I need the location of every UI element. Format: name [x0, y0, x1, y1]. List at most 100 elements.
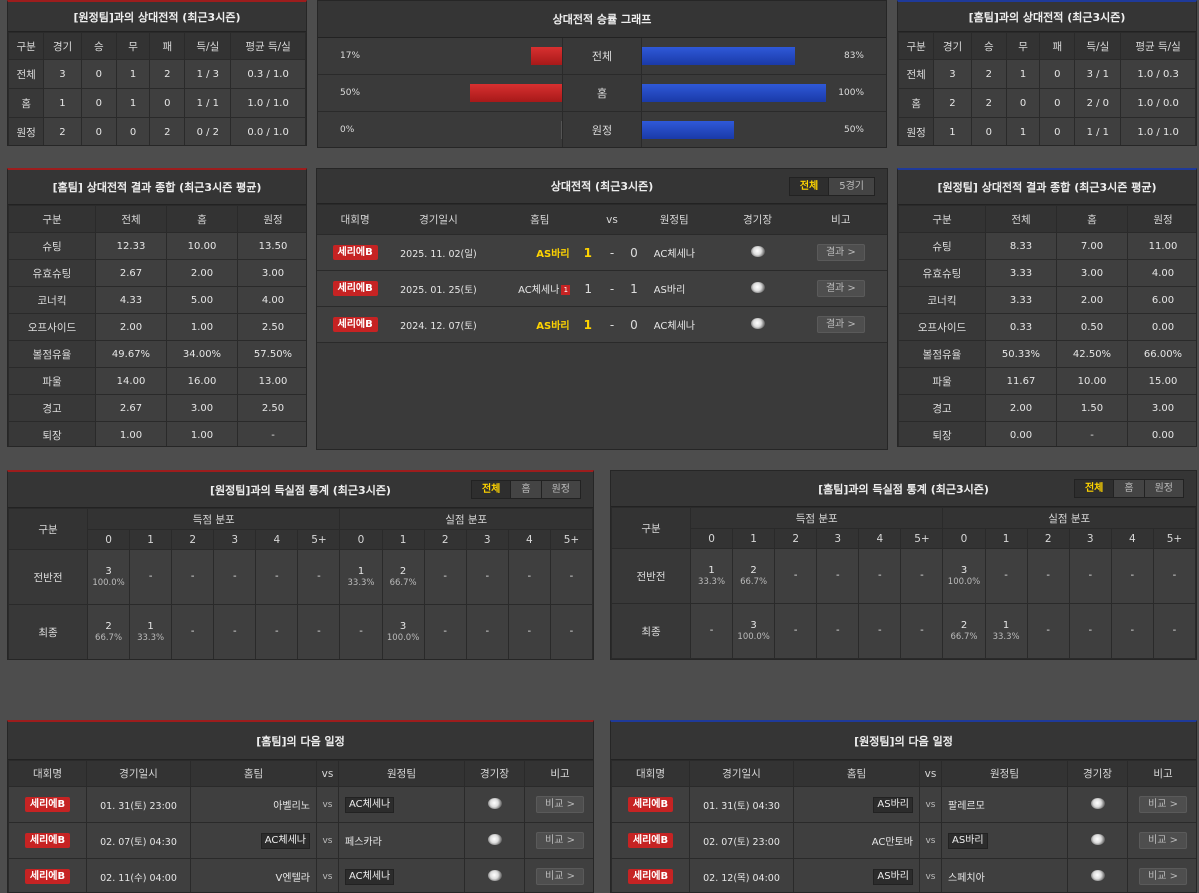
- compare-button[interactable]: 비교 >: [1139, 868, 1187, 885]
- row-label: 코너킥: [8, 286, 96, 314]
- stat-value: 42.50%: [1056, 340, 1128, 368]
- dist-cell: -: [1110, 548, 1154, 604]
- tab-away[interactable]: 원정: [540, 481, 580, 498]
- stadium-cell: [1067, 786, 1128, 823]
- away-summary-table: 구분 전체 홈 원정 슈팅 8.33 7.00 11.00 유효슈팅 3.33 3.00 4.00 코너…: [898, 205, 1196, 446]
- table-row: 코너킥 3.33 2.00 6.00: [898, 286, 1196, 314]
- row-label: 코너킥: [898, 286, 986, 314]
- stat-value: 1: [933, 117, 972, 145]
- table-row: 파울 14.00 16.00 13.00: [8, 367, 306, 395]
- dist-cell: 2 66.7%: [942, 603, 986, 659]
- stat-value: 3.33: [985, 259, 1057, 287]
- stadium-icon[interactable]: [750, 317, 765, 329]
- stadium-icon[interactable]: [750, 245, 765, 257]
- league-badge[interactable]: 세리에B: [24, 869, 71, 884]
- league-badge[interactable]: 세리에B: [24, 833, 71, 848]
- compare-button[interactable]: 비교 >: [536, 832, 584, 849]
- home-team: AS바리: [873, 868, 913, 885]
- count-value: -: [275, 571, 279, 582]
- stat-value: 3: [933, 59, 972, 89]
- count-value: 3: [105, 565, 112, 577]
- stadium-icon[interactable]: [487, 869, 502, 881]
- count-value: 2: [399, 565, 407, 577]
- result-button[interactable]: 결과 >: [816, 316, 865, 333]
- bin-row: 0 1 2 3 4 5+ 0 1 2 3 4 5+: [612, 528, 1196, 549]
- away-team: 팔레르모: [948, 801, 985, 812]
- conceded-header: 실점 분포: [339, 508, 593, 530]
- percent-value: 66.7%: [950, 631, 978, 642]
- compare-button[interactable]: 비교 >: [1139, 796, 1187, 813]
- count-value: -: [190, 571, 195, 582]
- column-header: 전체: [95, 205, 167, 233]
- league-badge[interactable]: 세리에B: [627, 833, 674, 848]
- stat-value: 0: [149, 88, 186, 118]
- stat-value: 1.0 / 0.0: [1120, 88, 1196, 118]
- stadium-icon[interactable]: [487, 797, 502, 809]
- count-value: -: [878, 570, 882, 581]
- compare-button[interactable]: 비교 >: [536, 796, 584, 813]
- dist-cell: -: [423, 549, 467, 605]
- schedule-row: 세리에B 02. 07(토) 23:00 AC만토바 vs AS바리 비교 >: [611, 822, 1196, 859]
- tab-home[interactable]: 홈: [1113, 480, 1143, 497]
- count-value: -: [1088, 625, 1093, 636]
- away-team-cell: AC체세나: [338, 858, 465, 892]
- stadium-icon[interactable]: [750, 281, 765, 293]
- row-label: 퇴장: [898, 421, 986, 446]
- stat-value: 16.00: [166, 367, 238, 395]
- column-header: 원정팀: [628, 204, 721, 235]
- graph-row: 17% 전체 83%: [318, 38, 886, 75]
- bin-header: 3: [1068, 528, 1112, 549]
- stat-value: 3.33: [985, 286, 1057, 314]
- league-badge[interactable]: 세리에B: [627, 797, 674, 812]
- vs-label: vs: [316, 822, 339, 859]
- compare-button[interactable]: 비교 >: [536, 868, 584, 885]
- column-header: vs: [919, 760, 942, 787]
- vs-label: vs: [919, 786, 942, 823]
- stat-value: 15.00: [1127, 367, 1196, 395]
- count-value: -: [232, 626, 237, 637]
- league-badge[interactable]: 세리에B: [332, 317, 378, 332]
- league-badge[interactable]: 세리에B: [24, 797, 71, 812]
- tab-away[interactable]: 원정: [1143, 480, 1183, 497]
- stadium-icon[interactable]: [487, 833, 502, 845]
- table-row: 슈팅 8.33 7.00 11.00: [898, 232, 1196, 260]
- dist-cell: -: [1152, 603, 1196, 659]
- stat-value: 1.0 / 0.3: [1120, 59, 1196, 89]
- away-team: AC체세나: [653, 321, 695, 332]
- away-team: AC체세나: [345, 796, 395, 813]
- league-badge[interactable]: 세리에B: [627, 869, 674, 884]
- row-label: 퇴장: [8, 421, 96, 446]
- home-team-cell: AS바리: [793, 858, 920, 892]
- compare-button[interactable]: 비교 >: [1139, 832, 1187, 849]
- league-badge[interactable]: 세리에B: [332, 281, 378, 296]
- column-header: 구분: [898, 32, 935, 60]
- dist-cell: -: [1110, 603, 1154, 659]
- home-score: 1: [583, 246, 592, 260]
- dist-cell: 1 33.3%: [339, 549, 383, 605]
- column-header: 경기일시: [393, 204, 484, 235]
- header-row: 구분 득점 분포 실점 분포: [8, 508, 593, 550]
- result-button[interactable]: 결과 >: [816, 244, 865, 261]
- tab-all[interactable]: 전체: [789, 178, 829, 195]
- tab-home[interactable]: 홈: [510, 481, 540, 498]
- count-value: -: [793, 625, 798, 636]
- result-button[interactable]: 결과 >: [816, 280, 865, 297]
- stadium-icon[interactable]: [1090, 797, 1105, 809]
- stat-value: 0.00: [985, 421, 1057, 446]
- tab-all[interactable]: 전체: [1074, 480, 1114, 497]
- stat-value: 0.3 / 1.0: [230, 59, 306, 89]
- league-badge[interactable]: 세리에B: [332, 245, 378, 260]
- column-header: 원정: [237, 205, 306, 233]
- table-row: 유효슈팅 3.33 3.00 4.00: [898, 259, 1196, 287]
- home-next-panel: [홈팀]의 다음 일정 대회명 경기일시 홈팀 vs 원정팀 경기장 비고 세리에B 01. 3…: [7, 720, 594, 893]
- stadium-icon[interactable]: [1090, 869, 1105, 881]
- stat-value: 0: [80, 59, 117, 89]
- dist-cell: -: [549, 549, 593, 605]
- stadium-icon[interactable]: [1090, 833, 1105, 845]
- tab-5games[interactable]: 5경기: [828, 178, 874, 195]
- count-value: -: [920, 570, 924, 581]
- count-value: -: [1004, 570, 1008, 581]
- tab-all[interactable]: 전체: [471, 481, 511, 498]
- home-team: V엔텔라: [275, 873, 310, 884]
- count-value: -: [317, 571, 321, 582]
